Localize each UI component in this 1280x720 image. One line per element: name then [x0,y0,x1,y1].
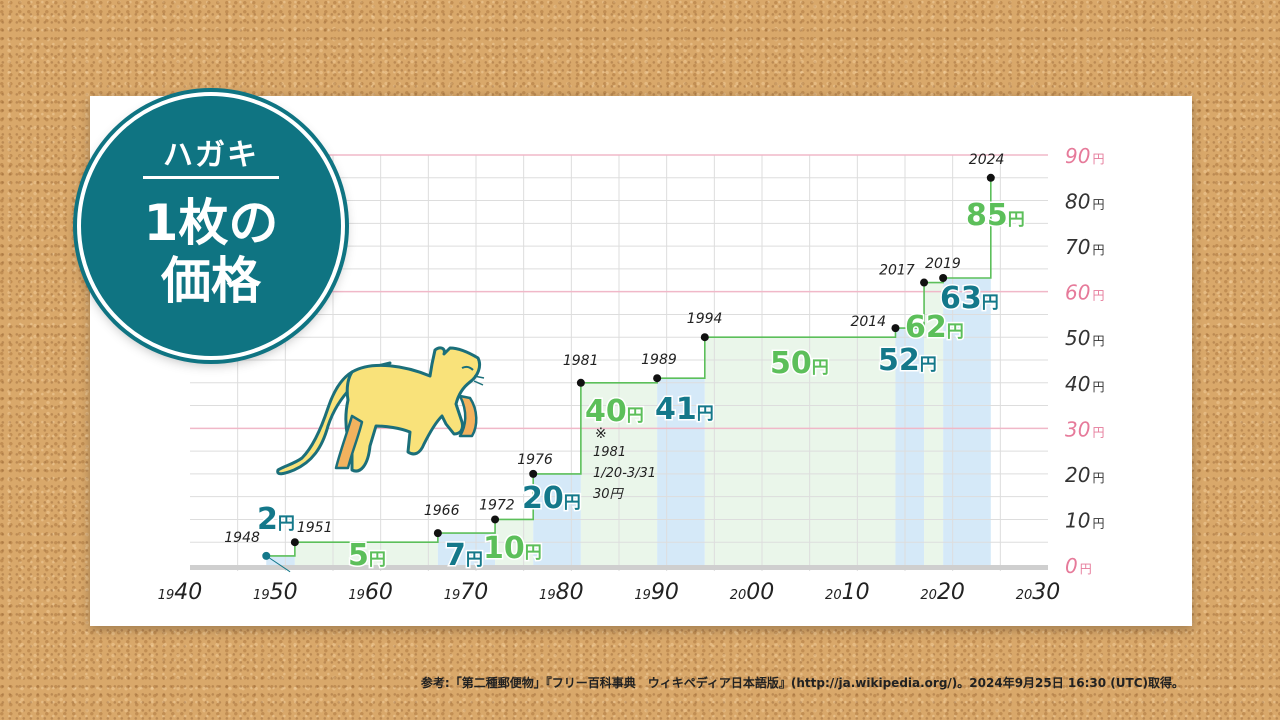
year-label-2024: 2024 [969,152,1005,168]
x-tick-label: 1960 [348,580,393,605]
year-label-2019: 2019 [925,256,961,272]
price-area-2019 [943,278,991,565]
year-label-1981: 1981 [563,353,599,369]
x-tick-label: 1970 [444,580,489,605]
price-label-2014: 52円 [878,343,937,378]
x-tick-label: 2010 [825,580,870,605]
y-tick-label: 30 円 [1065,417,1104,441]
price-area-1989 [657,378,705,565]
x-tick-label: 1980 [539,580,584,605]
x-tick-label: 1940 [158,580,203,605]
point-2024 [986,173,995,182]
year-label-1994: 1994 [687,311,723,327]
cat-front-leg [458,394,478,438]
cat-back-leg [334,414,364,470]
point-1966 [433,529,442,538]
price-area-2014 [895,328,925,565]
x-tick-label: 1950 [253,580,298,605]
price-label-2017: 62円 [905,310,964,345]
x-tick-label: 2020 [920,580,965,605]
year-label-1966: 1966 [424,503,460,519]
year-label-2014: 2014 [850,314,886,330]
y-tick-label: 60 円 [1065,281,1104,305]
price-label-1976: 20円 [522,481,581,516]
cat-body [344,346,482,473]
point-1951 [290,538,299,547]
x-tick-label: 1990 [634,580,679,605]
year-label-1972: 1972 [479,497,515,513]
price-label-1989: 41円 [655,392,714,427]
badge-subtitle-line1: 1枚の [143,194,279,252]
year-label-1948: 1948 [224,530,260,546]
point-1989 [653,374,662,383]
point-2017 [920,278,929,287]
price-label-2019: 63円 [940,281,999,316]
price-label-1948: 2円 [257,502,295,537]
x-axis-band [190,565,1048,570]
point-1994 [700,333,709,342]
source-note: 参考:「第二種郵便物」『フリー百科事典 ウィキペディア日本語版』(http://… [420,676,1184,690]
annotation-year: 1981 [593,445,626,460]
year-label-1976: 1976 [517,452,553,468]
year-label-1989: 1989 [641,352,677,368]
badge-subtitle: 1枚の 価格 [81,194,341,310]
year-label-2017: 2017 [879,263,915,279]
point-1976 [529,469,538,478]
annotation-mark: ※ [595,426,607,442]
cat-tail [276,361,392,476]
x-tick-label: 2000 [730,580,775,605]
y-tick-label: 40 円 [1065,372,1104,396]
price-label-1951: 5円 [348,538,386,573]
chart-board: 0 円 10 円 20 円 30 円 40 円 50 円 60 円 70 円 80 円 90 円 1940 1950 196… [90,96,1192,626]
cat-illustration [276,346,485,476]
badge-divider [143,176,279,179]
price-area-1948 [266,555,295,565]
price-label-1981: 40円 [585,394,644,429]
y-tick-label: 20 円 [1065,463,1104,487]
year-label-1951: 1951 [297,520,333,536]
point-1972 [491,515,500,524]
price-label-2024: 85円 [966,198,1025,233]
y-tick-label: 90 円 [1065,144,1104,168]
annotation-range: 1/20-3/31 [593,466,656,481]
price-label-1994: 50円 [770,346,829,381]
y-tick-label: 70 円 [1065,235,1104,259]
cat-eye [461,365,474,371]
y-tick-label: 80 円 [1065,190,1104,214]
price-label-1966: 7円 [445,538,483,573]
badge-subtitle-line2: 価格 [161,252,261,310]
point-1981 [576,378,585,387]
point-2019 [939,274,948,282]
price-area-1951 [294,542,438,565]
price-area-2017 [924,282,944,565]
badge-title: ハガキ [163,138,259,173]
y-tick-label: 50 円 [1065,326,1104,350]
price-label-1972: 10円 [483,531,542,566]
price-area-1966 [437,533,496,565]
cat-whiskers [473,375,485,386]
annotation-price: 30円 [593,487,625,502]
leader-1948 [265,555,291,573]
title-badge: ハガキ 1枚の 価格 [77,92,345,360]
point-2014 [891,324,900,333]
y-tick-label: 10 円 [1065,508,1104,532]
price-chart: 0 円 10 円 20 円 30 円 40 円 50 円 60 円 70 円 80 円 90 円 1940 1950 196… [158,144,1105,605]
x-tick-label: 2030 [1016,580,1061,605]
